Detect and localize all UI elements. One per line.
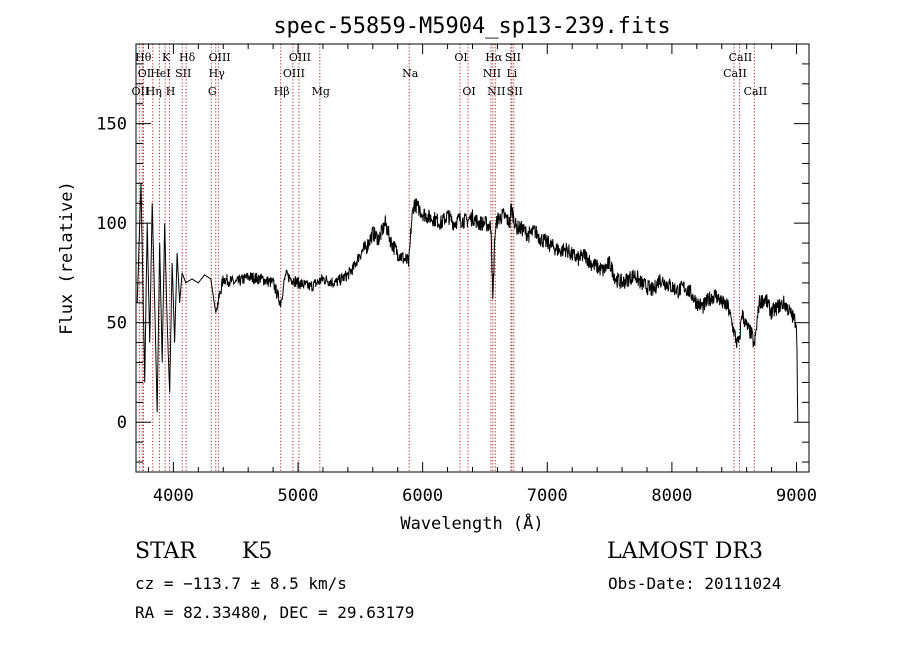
flux-line	[136, 183, 799, 423]
plot-frame	[135, 43, 810, 473]
chart-title: spec-55859-M5904_sp13-239.fits	[273, 14, 670, 39]
line-label: CaII	[744, 85, 768, 98]
y-axis-label: Flux (relative)	[57, 181, 77, 335]
line-label: SII	[507, 85, 523, 98]
y-tick-label: 0	[117, 413, 127, 433]
survey-name: LAMOST DR3	[607, 539, 763, 564]
line-label: Hγ	[209, 67, 226, 80]
line-label: SII	[505, 51, 521, 64]
line-label: OIII	[289, 51, 311, 64]
line-label: OIII	[209, 51, 231, 64]
x-tick-label: 6000	[402, 486, 443, 506]
line-label: NII	[483, 67, 501, 80]
line-label: OI	[138, 67, 151, 80]
line-label: Hβ	[274, 85, 290, 98]
ra-dec-coordinates: RA = 82.33480, DEC = 29.63179	[135, 603, 415, 622]
y-tick-label: 150	[96, 115, 127, 135]
line-label: H	[166, 85, 176, 98]
line-label: G	[208, 85, 217, 98]
emission-line-markers: OIIHθOIHηHeIKHSIIHδGHγOIIIHβOIIIOIIIMgNa…	[132, 44, 768, 472]
line-label: Hδ	[179, 51, 196, 64]
x-tick-label: 7000	[527, 486, 568, 506]
line-label: Hα	[485, 51, 503, 64]
observation-date: Obs-Date: 20111024	[608, 574, 782, 593]
x-tick-label: 4000	[153, 486, 194, 506]
x-axis-label: Wavelength (Å)	[400, 512, 543, 534]
axis-ticks: 4000 5000 6000 7000 8000 9000 0 50 100 150	[96, 44, 817, 506]
redshift-cz: cz = −113.7 ± 8.5 km/s	[135, 574, 347, 593]
x-tick-label: 9000	[776, 486, 817, 506]
line-label: SII	[175, 67, 191, 80]
line-label: K	[162, 51, 171, 64]
line-label: Na	[402, 67, 419, 80]
x-tick-label: 8000	[651, 486, 692, 506]
line-label: Mg	[312, 85, 330, 98]
line-label: Hη	[146, 85, 162, 98]
line-label: HeI	[150, 67, 170, 80]
star-class: STAR	[135, 539, 196, 564]
line-label: CaII	[723, 67, 747, 80]
line-label: NII	[487, 85, 505, 98]
x-tick-label: 5000	[278, 486, 319, 506]
line-label: OI	[462, 85, 475, 98]
star-subclass: K5	[242, 539, 273, 564]
line-label: OI	[454, 51, 467, 64]
line-label: OIII	[283, 67, 305, 80]
y-tick-label: 100	[96, 214, 127, 234]
y-tick-label: 50	[107, 314, 127, 334]
flux-series	[136, 183, 799, 423]
line-label: CaII	[729, 51, 753, 64]
